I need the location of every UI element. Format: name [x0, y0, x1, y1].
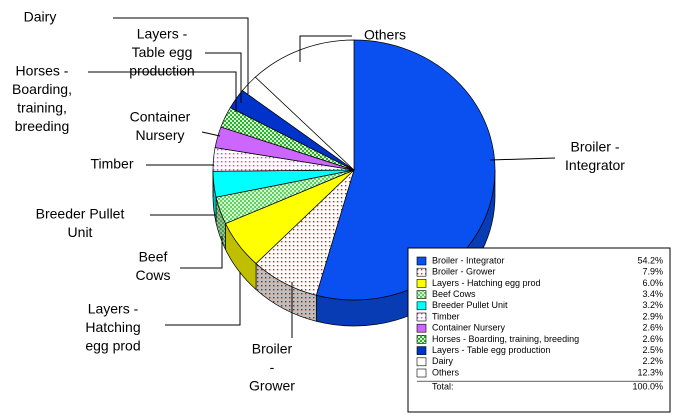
callout-label: Hatching [85, 319, 140, 335]
legend-box [407, 247, 671, 413]
callout-label: Horses - [16, 63, 69, 79]
legend-swatch [416, 346, 427, 355]
legend-label: Beef Cows [432, 289, 476, 299]
legend-label: Timber [432, 311, 460, 321]
callout-label: Integrator [565, 157, 625, 173]
legend-label: Breeder Pullet Unit [432, 300, 508, 310]
callout-label: production [129, 63, 194, 79]
legend-swatch [416, 256, 427, 266]
callout-label: Others [364, 27, 406, 43]
legend-value: 2.6% [642, 334, 663, 344]
leader-line [201, 131, 221, 137]
legend-value: 7.9% [642, 267, 663, 277]
legend-label: Broiler - Integrator [432, 255, 505, 265]
legend-value: 6.0% [642, 278, 663, 288]
total-label: Total: [432, 382, 454, 392]
callout-label: Timber [90, 156, 133, 172]
legend-swatch [416, 290, 427, 299]
legend-label: Dairy [432, 356, 454, 366]
legend-swatch [416, 279, 427, 288]
legend-label: Broiler - Grower [432, 267, 496, 277]
legend-label: Container Nursery [432, 323, 506, 333]
callout-label: Breeder Pullet [36, 206, 125, 222]
legend-value: 3.2% [642, 300, 663, 310]
slice-side-shade [216, 197, 226, 250]
callout-label: - [270, 359, 275, 375]
leader-line [88, 71, 237, 112]
legend-swatch [416, 312, 427, 322]
callout-label: Layers - [137, 26, 188, 42]
legend-swatch [416, 267, 427, 277]
callout-label: Nursery [135, 127, 184, 143]
callout-label: Cows [135, 267, 170, 283]
callout-label: Table egg [132, 44, 193, 60]
callout-label: Boarding, [12, 81, 72, 97]
callout-label: Dairy [24, 9, 57, 25]
leader-line [489, 157, 556, 161]
legend-value: 12.3% [637, 367, 663, 377]
callout-label: Broiler [252, 341, 293, 357]
legend-value: 2.5% [642, 345, 663, 355]
slice [254, 39, 355, 171]
callout-label: Beef [139, 249, 168, 265]
legend-value: 2.6% [642, 323, 663, 333]
leader-line [205, 52, 242, 103]
callout-label: Layers - [88, 301, 139, 317]
leader-line [299, 35, 352, 62]
legend-label: Layers - Hatching egg prod [432, 278, 541, 288]
slice [315, 39, 496, 301]
callout-label: Grower [249, 378, 295, 394]
total-value: 100.0% [632, 382, 663, 392]
legend-swatch [416, 335, 427, 344]
callout-label: Unit [68, 224, 93, 240]
legend-swatch [416, 368, 427, 378]
callout-label: training, [17, 100, 67, 116]
slice-side-shade [225, 223, 257, 290]
leader-line [113, 17, 249, 94]
legend-swatch [416, 301, 427, 311]
callout-label: egg prod [85, 338, 140, 354]
callout-label: Container [130, 109, 191, 125]
callout-label: Broiler - [570, 139, 619, 155]
legend-swatch [416, 357, 427, 367]
callout-label: breeding [15, 118, 70, 134]
slice-side-shade [256, 263, 317, 322]
legend-value: 2.2% [642, 356, 663, 366]
legend-value: 2.9% [642, 311, 663, 321]
legend-swatch [416, 323, 427, 333]
legend-label: Layers - Table egg production [432, 345, 550, 355]
legend-value: 3.4% [642, 289, 663, 299]
legend-label: Others [432, 367, 460, 377]
leader-line [180, 236, 223, 269]
legend-label: Horses - Boarding, training, breeding [432, 334, 579, 344]
legend-value: 54.2% [637, 255, 663, 265]
leader-line [165, 272, 241, 326]
